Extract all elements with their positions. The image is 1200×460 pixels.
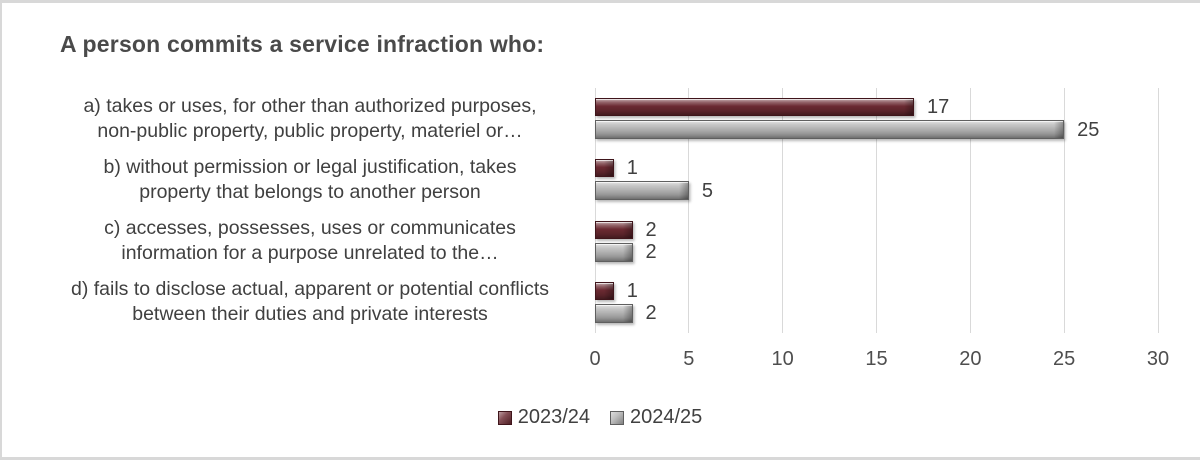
category-axis-labels: a) takes or uses, for other than authori… [30, 88, 590, 333]
category-label-line: non-public property, public property, ma… [97, 119, 523, 142]
gridline-30 [1157, 88, 1159, 333]
legend-item-2024-25: 2024/25 [610, 406, 702, 429]
bar-2024-25-cat1 [595, 181, 689, 201]
x-tick-label-20: 20 [959, 348, 982, 370]
gridline-0 [594, 88, 596, 333]
plot-area: 17 25 1 5 2 2 1 2 [594, 88, 1159, 333]
data-label-2024-25-cat2: 2 [645, 241, 657, 263]
gridline-25 [1063, 88, 1065, 333]
legend-label: 2023/24 [517, 406, 590, 428]
x-tick-label-5: 5 [683, 348, 695, 370]
data-label-2024-25-cat3: 2 [645, 302, 657, 325]
data-label-2024-25-cat1: 5 [701, 179, 713, 202]
bar-2023-24-cat3 [595, 281, 614, 300]
data-label-2023-24-cat0: 17 [927, 96, 950, 118]
bar-2024-25-cat2 [595, 242, 633, 262]
bar-2023-24-cat2 [595, 220, 633, 239]
bar-2023-24-cat0 [595, 98, 915, 116]
x-tick-label-15: 15 [865, 348, 888, 370]
x-axis: 0 5 10 15 20 25 30 [0, 348, 1200, 374]
legend-label: 2024/25 [630, 406, 703, 428]
data-label-2023-24-cat3: 1 [626, 279, 638, 302]
gridline-20 [969, 88, 971, 333]
x-tick-label-30: 30 [1146, 348, 1170, 370]
data-label-2023-24-cat2: 2 [645, 218, 657, 241]
gridline-15 [876, 88, 877, 333]
category-label-a: a) takes or uses, for other than authori… [30, 88, 590, 149]
legend-swatch-icon [610, 410, 624, 425]
x-tick-label-0: 0 [589, 348, 601, 370]
x-tick-label-25: 25 [1053, 348, 1076, 370]
category-label-c: c) accesses, possesses, uses or communic… [30, 211, 590, 272]
data-label-2023-24-cat1: 1 [626, 157, 638, 180]
gridline-5 [688, 88, 690, 333]
chart-title: A person commits a service infraction wh… [60, 31, 545, 57]
x-tick-label-10: 10 [771, 348, 794, 370]
category-label-line: d) fails to disclose actual, apparent or… [70, 278, 549, 301]
category-label-line: information for a purpose unrelated to t… [121, 242, 499, 265]
category-label-line: property that belongs to another person [139, 180, 481, 203]
category-label-line: c) accesses, possesses, uses or communic… [104, 217, 516, 240]
category-label-line: a) takes or uses, for other than authori… [83, 94, 537, 117]
category-label-line: b) without permission or legal justifica… [103, 155, 517, 178]
category-label-b: b) without permission or legal justifica… [30, 149, 590, 210]
legend-item-2023-24: 2023/24 [497, 406, 590, 429]
data-label-2024-25-cat0: 25 [1077, 118, 1100, 141]
legend-swatch-icon [497, 410, 512, 425]
bar-2024-25-cat3 [595, 303, 633, 323]
bar-2024-25-cat0 [595, 120, 1065, 139]
category-label-line: between their duties and private interes… [132, 303, 488, 326]
legend: 2023/24 2024/25 [0, 406, 1200, 429]
bar-2023-24-cat1 [595, 159, 614, 178]
category-label-d: d) fails to disclose actual, apparent or… [30, 272, 590, 333]
gridline-10 [782, 88, 784, 333]
